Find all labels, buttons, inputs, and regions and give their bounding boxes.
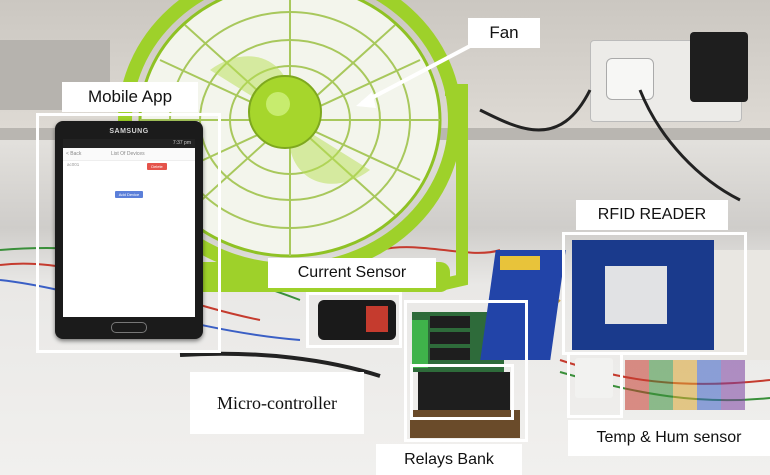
adapter-block [690, 32, 748, 102]
microcontroller-base [410, 410, 520, 438]
rfid-reader-label: RFID READER [576, 200, 728, 230]
sensor-wires [625, 360, 745, 410]
power-plug [606, 58, 654, 100]
temp-hum-sensor-box [567, 352, 623, 418]
phone-screen-title: List Of Devices [111, 151, 145, 157]
smartphone: SAMSUNG 7:37 pm < Back List Of Devices a… [55, 121, 203, 339]
rfid-reader-box [562, 232, 747, 355]
phone-device-name: ac001 [67, 162, 80, 167]
micro-controller-label: Micro-controller [190, 372, 364, 434]
relays-bank-box [404, 300, 528, 442]
mobile-app-box [36, 113, 221, 353]
relays-bank-label: Relays Bank [376, 444, 522, 475]
fan [118, 0, 468, 292]
relay-1 [430, 316, 470, 328]
relay-3 [430, 348, 470, 360]
mobile-app-label: Mobile App [62, 82, 198, 112]
phone-home-button[interactable] [111, 322, 147, 333]
current-sensor-label: Current Sensor [268, 258, 436, 288]
enclosure-label [500, 256, 540, 270]
phone-status-time: 7:37 pm [63, 139, 195, 148]
rfid-window [605, 266, 667, 324]
phone-brand: SAMSUNG [109, 128, 149, 135]
relay-2 [430, 332, 470, 344]
temp-hum-sensor-module [575, 358, 613, 398]
microcontroller-board [418, 372, 510, 412]
temp-hum-sensor-label: Temp & Hum sensor [568, 420, 770, 456]
phone-app-header: < Back List Of Devices [63, 148, 195, 161]
current-sensor-box [306, 292, 402, 348]
relay-terminal [412, 320, 428, 368]
phone-screen: 7:37 pm < Back List Of Devices ac001 Del… [63, 139, 195, 317]
micro-controller-box [410, 364, 514, 420]
phone-delete-button[interactable]: Delete [147, 163, 167, 170]
fan-label: Fan [468, 18, 540, 48]
phone-add-device-button[interactable]: Add Device [115, 191, 143, 198]
phone-back-link[interactable]: < Back [66, 151, 82, 157]
current-sensor-chip [366, 306, 388, 332]
